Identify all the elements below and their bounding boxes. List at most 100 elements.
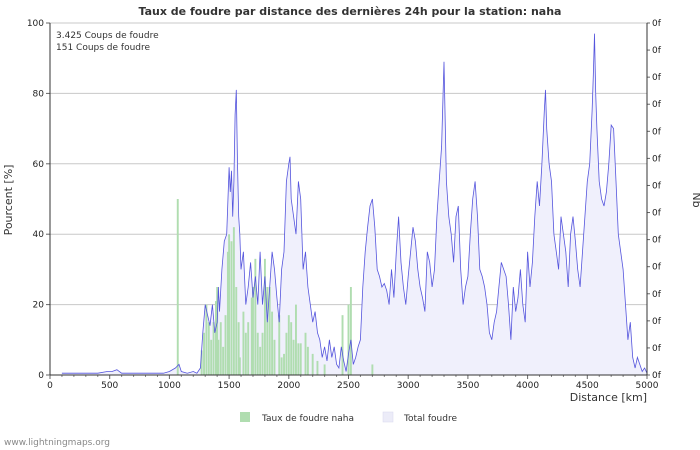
rate-bar	[268, 287, 271, 375]
rate-bars	[176, 199, 374, 375]
rate-bar	[238, 357, 241, 375]
legend-label-rate: Taux de foudre naha	[261, 414, 354, 424]
info-line-total: 3.425 Coups de foudre	[56, 31, 159, 41]
rate-bar	[304, 332, 307, 375]
y-tick-labels: 0 20 40 60 80 100	[27, 19, 44, 381]
x-tick-label: 3000	[397, 381, 420, 391]
rate-bar	[216, 287, 219, 375]
rate-bar	[297, 343, 300, 375]
legend: Taux de foudre naha Total foudre	[240, 411, 457, 424]
rate-bar	[306, 346, 309, 375]
rate-bar	[207, 322, 210, 375]
x-tick-labels: 0 500 1000 1500 2000 2500 3000 3500 4000 4500 5000	[47, 381, 659, 391]
rate-bar	[210, 339, 213, 375]
total-line-path	[61, 33, 648, 374]
y2-tick-label: 0f	[652, 100, 662, 110]
rate-bar	[219, 322, 222, 375]
rate-bar	[290, 322, 293, 375]
rate-bar	[242, 311, 245, 375]
y2-axis-label: Nb	[690, 192, 700, 207]
x-tick-label: 1000	[158, 381, 181, 391]
rate-bar	[349, 287, 352, 375]
rate-bar	[280, 357, 283, 375]
rate-bar	[299, 343, 302, 375]
rate-bar	[371, 364, 374, 375]
total-area	[61, 33, 647, 375]
y2-tick-label: 0f	[652, 317, 662, 327]
y2-tick-label: 0f	[652, 263, 662, 273]
y2-tick-label: 0f	[652, 371, 662, 381]
y-tick-label: 100	[27, 19, 44, 29]
rate-bar	[271, 311, 274, 375]
rate-bar	[347, 304, 350, 375]
rate-bar	[261, 332, 264, 375]
rate-bar	[215, 301, 217, 375]
rate-bar	[176, 199, 179, 375]
x-tick-label: 2500	[337, 381, 360, 391]
x-tick-label: 3500	[456, 381, 479, 391]
axes	[46, 22, 650, 379]
rate-bar	[205, 304, 208, 375]
y-tick-label: 60	[33, 160, 45, 170]
y-axis-label: Pourcent [%]	[2, 165, 15, 236]
y-tick-label: 80	[33, 89, 45, 99]
x-tick-label: 500	[101, 381, 118, 391]
y2-tick-label: 0f	[652, 46, 662, 56]
y-tick-label: 20	[33, 301, 45, 311]
y-tick-label: 0	[38, 371, 44, 381]
rate-bar	[212, 322, 215, 375]
legend-swatch-total	[382, 411, 394, 423]
rate-bar	[252, 287, 254, 375]
rate-bar	[311, 353, 314, 375]
total-area-fill	[61, 33, 647, 375]
rate-bar	[316, 360, 319, 375]
rate-bar	[217, 339, 220, 375]
rate-bar	[285, 332, 288, 375]
chart-title: Taux de foudre par distance des dernière…	[139, 5, 562, 18]
rate-bar	[228, 234, 231, 375]
rate-bar	[256, 332, 259, 375]
legend-swatch-rate	[240, 412, 250, 422]
y2-tick-label: 0f	[652, 181, 662, 191]
x-axis-label: Distance [km]	[570, 391, 647, 404]
rate-bar	[341, 315, 344, 375]
y2-tick-label: 0f	[652, 73, 662, 83]
x-tick-label: 2000	[277, 381, 300, 391]
y2-tick-label: 0f	[652, 290, 662, 300]
rate-bar	[222, 346, 225, 375]
rate-bar	[250, 297, 253, 375]
x-tick-label: 0	[47, 381, 53, 391]
y2-tick-label: 0f	[652, 19, 662, 29]
rate-bar	[266, 287, 269, 375]
rate-bar	[230, 241, 233, 375]
rate-bar	[283, 353, 285, 375]
x-tick-label: 1500	[218, 381, 241, 391]
rate-bar	[224, 315, 227, 375]
x-tick-label: 4500	[576, 381, 599, 391]
y2-tick-label: 0f	[652, 154, 662, 164]
rate-bar	[254, 258, 257, 375]
rate-bar	[235, 287, 238, 375]
legend-label-total: Total foudre	[403, 414, 457, 424]
rate-bar	[273, 339, 276, 375]
rate-bar	[292, 339, 295, 375]
rate-bar	[232, 227, 235, 375]
info-line-station: 151 Coups de foudre	[56, 43, 151, 53]
y2-tick-labels: 0f 0f 0f 0f 0f 0f 0f 0f 0f 0f 0f 0f 0f 0f	[652, 19, 662, 381]
total-line	[61, 33, 648, 374]
rate-bar	[295, 304, 297, 375]
y2-tick-label: 0f	[652, 236, 662, 246]
y2-tick-label: 0f	[652, 209, 662, 219]
rate-bar	[247, 322, 250, 375]
x-tick-label: 5000	[636, 381, 659, 391]
rate-bar	[226, 251, 229, 375]
rate-bar	[287, 315, 290, 375]
x-tick-label: 4000	[516, 381, 539, 391]
rate-bar	[323, 364, 326, 375]
rate-bar	[259, 346, 262, 375]
y-tick-label: 40	[33, 230, 45, 240]
rate-bar	[200, 350, 203, 375]
rate-bar	[203, 332, 205, 375]
rate-bar	[237, 322, 240, 375]
source-footer: www.lightningmaps.org	[4, 438, 110, 448]
